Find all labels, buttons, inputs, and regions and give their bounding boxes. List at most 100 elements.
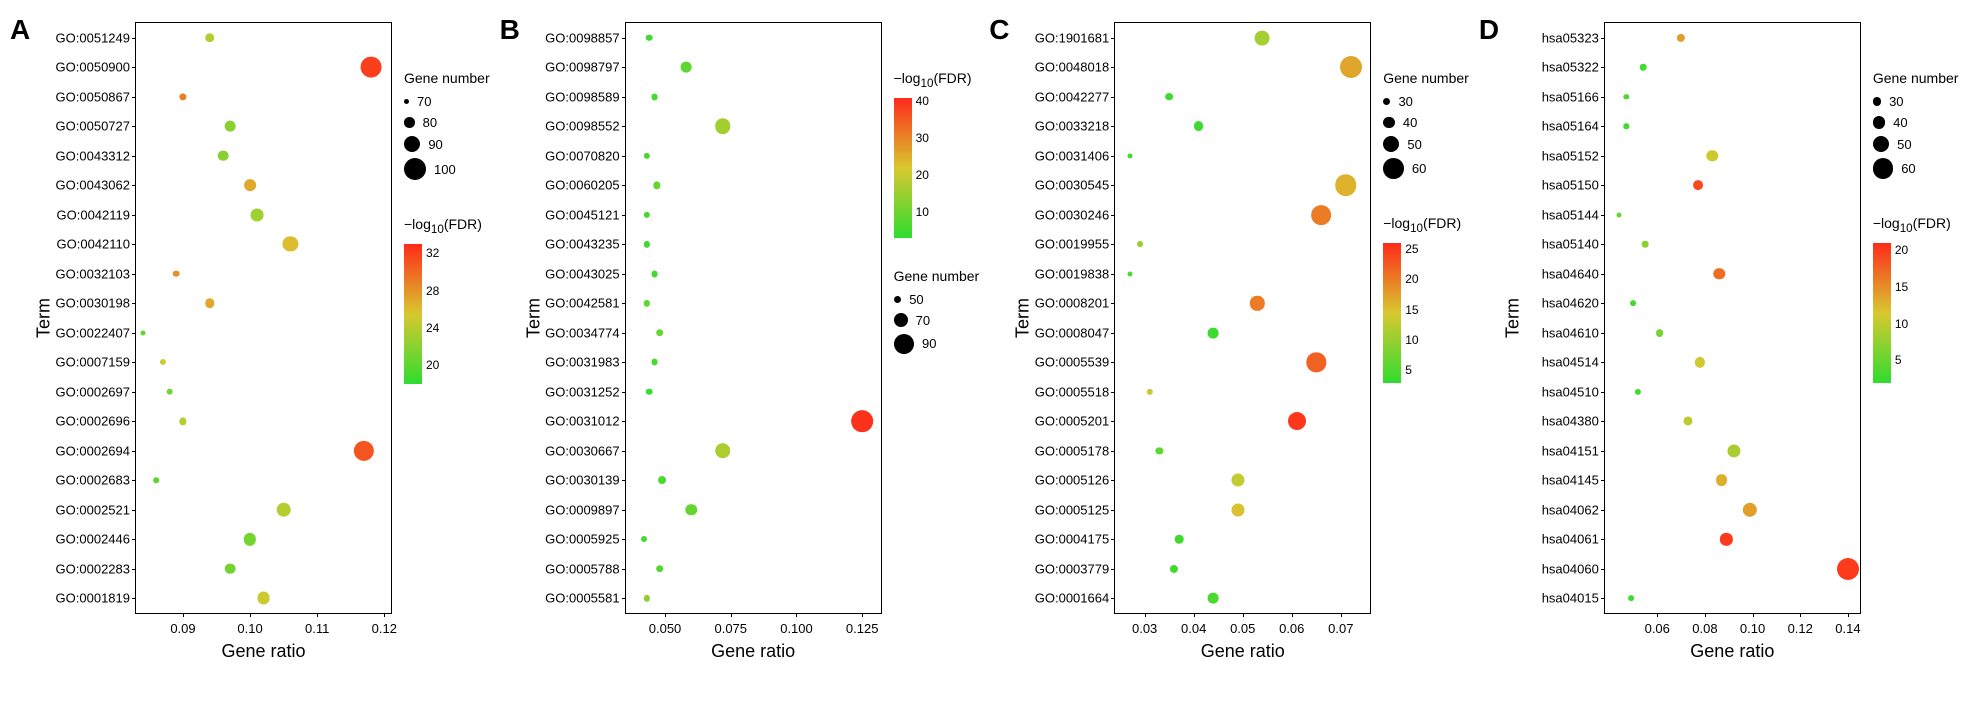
x-tick-label: 0.08 [1692,613,1717,636]
data-point [1156,447,1163,454]
size-legend: Gene number708090100 [404,70,490,186]
data-point [1231,474,1244,487]
y-tick-label: GO:0008201 [1035,296,1115,311]
data-point [1727,444,1740,457]
size-legend: Gene number30405060 [1383,70,1469,185]
y-tick-label: GO:0030139 [545,473,625,488]
size-legend-label: 30 [1889,94,1903,109]
color-legend-title: −log10(FDR) [1873,215,1959,235]
size-legend-row: 30 [1383,94,1469,109]
colorbar-tick: 30 [916,131,929,145]
data-point [1335,174,1357,196]
y-axis-title: Term [34,298,55,338]
y-tick-label: hsa04640 [1542,266,1605,281]
size-swatch [894,334,914,354]
y-tick-label: hsa04151 [1542,443,1605,458]
data-point [205,298,215,308]
size-legend-row: 30 [1873,94,1959,109]
y-tick-label: GO:0030198 [56,296,136,311]
y-tick-label: GO:0001819 [56,591,136,606]
y-tick-label: GO:0098857 [545,30,625,45]
data-point [686,504,697,515]
y-tick-label: GO:0005539 [1035,355,1115,370]
size-swatch [1383,98,1390,105]
data-point [656,565,664,573]
data-point [681,62,692,73]
data-point [643,241,649,247]
size-legend-row: 90 [894,334,980,354]
data-point [1311,205,1331,225]
y-tick-label: GO:0001664 [1035,591,1115,606]
x-tick-label: 0.05 [1230,613,1255,636]
size-legend-row: 50 [1383,136,1469,152]
y-tick-label: GO:0030246 [1035,207,1115,222]
panel-label: B [500,14,526,46]
x-tick-label: 0.03 [1132,613,1157,636]
data-point [1165,93,1173,101]
legends: Gene number708090100−log10(FDR)20242832 [404,70,490,384]
x-axis-title: Gene ratio [1201,641,1285,662]
data-point [1208,327,1219,338]
data-point [1693,180,1703,190]
y-tick-label: GO:0019838 [1035,266,1115,281]
x-tick-label: 0.04 [1181,613,1206,636]
y-tick-label: GO:0031252 [545,384,625,399]
y-tick-label: GO:0050727 [56,119,136,134]
legends: Gene number30405060−log10(FDR)510152025 [1383,70,1469,383]
data-point [1288,412,1306,430]
y-tick-label: GO:0042119 [57,207,136,222]
data-point [1617,212,1622,217]
x-tick-label: 0.07 [1328,613,1353,636]
x-tick-label: 0.075 [714,613,747,636]
data-point [179,93,186,100]
y-tick-label: GO:0003779 [1035,561,1115,576]
data-point [1677,34,1685,42]
x-tick-label: 0.06 [1279,613,1304,636]
data-point [1640,64,1647,71]
colorbar-tick: 20 [1895,243,1908,257]
size-legend-title: Gene number [894,268,980,284]
y-tick-label: hsa04620 [1542,296,1605,311]
color-legend: −log10(FDR)5101520 [1873,215,1959,383]
data-point [1194,121,1204,131]
y-tick-label: hsa04380 [1542,414,1605,429]
y-tick-label: hsa05150 [1542,178,1605,193]
size-swatch [1383,117,1395,129]
size-legend-label: 70 [417,94,431,109]
size-legend-label: 40 [1403,115,1417,130]
y-tick-label: GO:0034774 [545,325,625,340]
y-tick-label: hsa05166 [1542,89,1605,104]
data-point [1706,150,1717,161]
data-point [1127,153,1132,158]
colorbar-tick: 20 [426,358,439,372]
y-tick-label: hsa04062 [1542,502,1605,517]
color-legend-title: −log10(FDR) [1383,215,1469,235]
data-point [1175,535,1184,544]
y-tick-label: hsa04060 [1542,561,1605,576]
size-legend-label: 70 [916,313,930,328]
y-tick-label: GO:0098589 [545,89,625,104]
y-tick-label: GO:0031406 [1035,148,1115,163]
size-legend-row: 100 [404,158,490,180]
size-legend-label: 50 [1897,137,1911,152]
data-point [173,270,180,277]
x-tick-label: 0.11 [305,613,329,636]
y-tick-label: GO:0050867 [56,89,136,104]
y-tick-label: GO:0007159 [56,355,136,370]
data-point [257,592,270,605]
data-point [1307,353,1326,372]
y-tick-label: GO:0005178 [1035,443,1115,458]
x-axis-title: Gene ratio [1690,641,1774,662]
x-axis-title: Gene ratio [711,641,795,662]
data-point [250,208,263,221]
x-axis-title: Gene ratio [221,641,305,662]
data-point [205,33,215,43]
color-legend: −log10(FDR)10203040 [894,70,980,238]
y-tick-label: GO:0005925 [545,532,625,547]
data-point [1208,593,1219,604]
colorbar [404,244,422,384]
data-point [651,270,658,277]
data-point [179,418,186,425]
data-point [715,443,731,459]
panel-D: DTermGene ratiohsa05323hsa05322hsa05166h… [1479,10,1959,672]
